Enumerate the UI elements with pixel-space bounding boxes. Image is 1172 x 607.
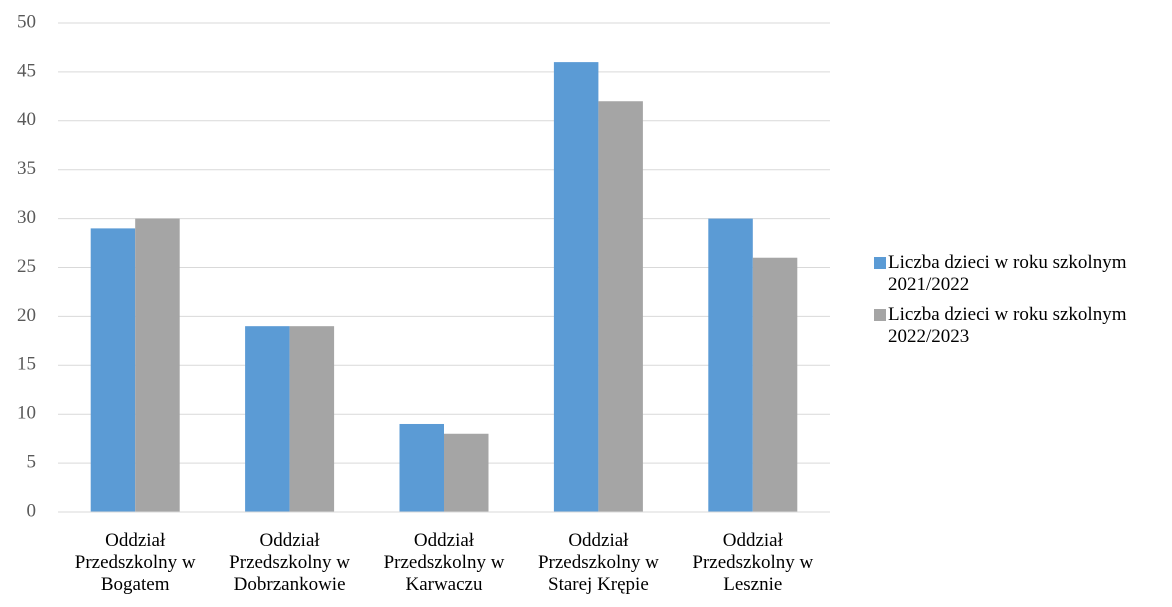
x-tick-label: Oddział Przedszkolny w Starej Krępie [537, 530, 659, 595]
y-tick-label: 15 [17, 354, 36, 375]
bar [598, 101, 643, 513]
bar [245, 326, 290, 512]
y-tick-label: 40 [17, 109, 36, 130]
x-tick-label: Oddział Przedszkolny w Dobrzankowie [229, 530, 351, 595]
legend-swatch [874, 257, 886, 269]
y-tick-label: 25 [17, 256, 36, 277]
y-tick-label: 45 [17, 60, 36, 81]
y-tick-label: 20 [17, 305, 36, 326]
y-tick-label: 10 [17, 403, 36, 424]
x-tick-label: Oddział Przedszkolny w Karwaczu [383, 530, 505, 595]
legend-label: Liczba dzieci w roku szkolnym 2021/2022 [888, 252, 1127, 295]
y-tick-label: 0 [27, 500, 37, 521]
bar [90, 228, 136, 512]
bar [708, 218, 753, 512]
bar [553, 62, 599, 513]
bar [444, 433, 489, 512]
bar [752, 257, 798, 512]
bar [289, 326, 335, 512]
x-tick-label: Oddział Przedszkolny w Bogatem [74, 530, 196, 595]
legend-item: Liczba dzieci w roku szkolnym 2021/2022 [874, 252, 1172, 296]
y-tick-label: 50 [17, 11, 36, 32]
bar [399, 423, 444, 512]
legend-item: Liczba dzieci w roku szkolnym 2022/2023 [874, 304, 1172, 348]
legend-label: Liczba dzieci w roku szkolnym 2022/2023 [888, 304, 1127, 347]
y-tick-label: 35 [17, 158, 36, 179]
y-tick-label: 5 [27, 451, 37, 472]
y-tick-label: 30 [17, 207, 36, 228]
x-tick-label: Oddział Przedszkolny w Lesznie [692, 530, 814, 595]
bar [135, 218, 180, 512]
legend-swatch [874, 309, 886, 321]
